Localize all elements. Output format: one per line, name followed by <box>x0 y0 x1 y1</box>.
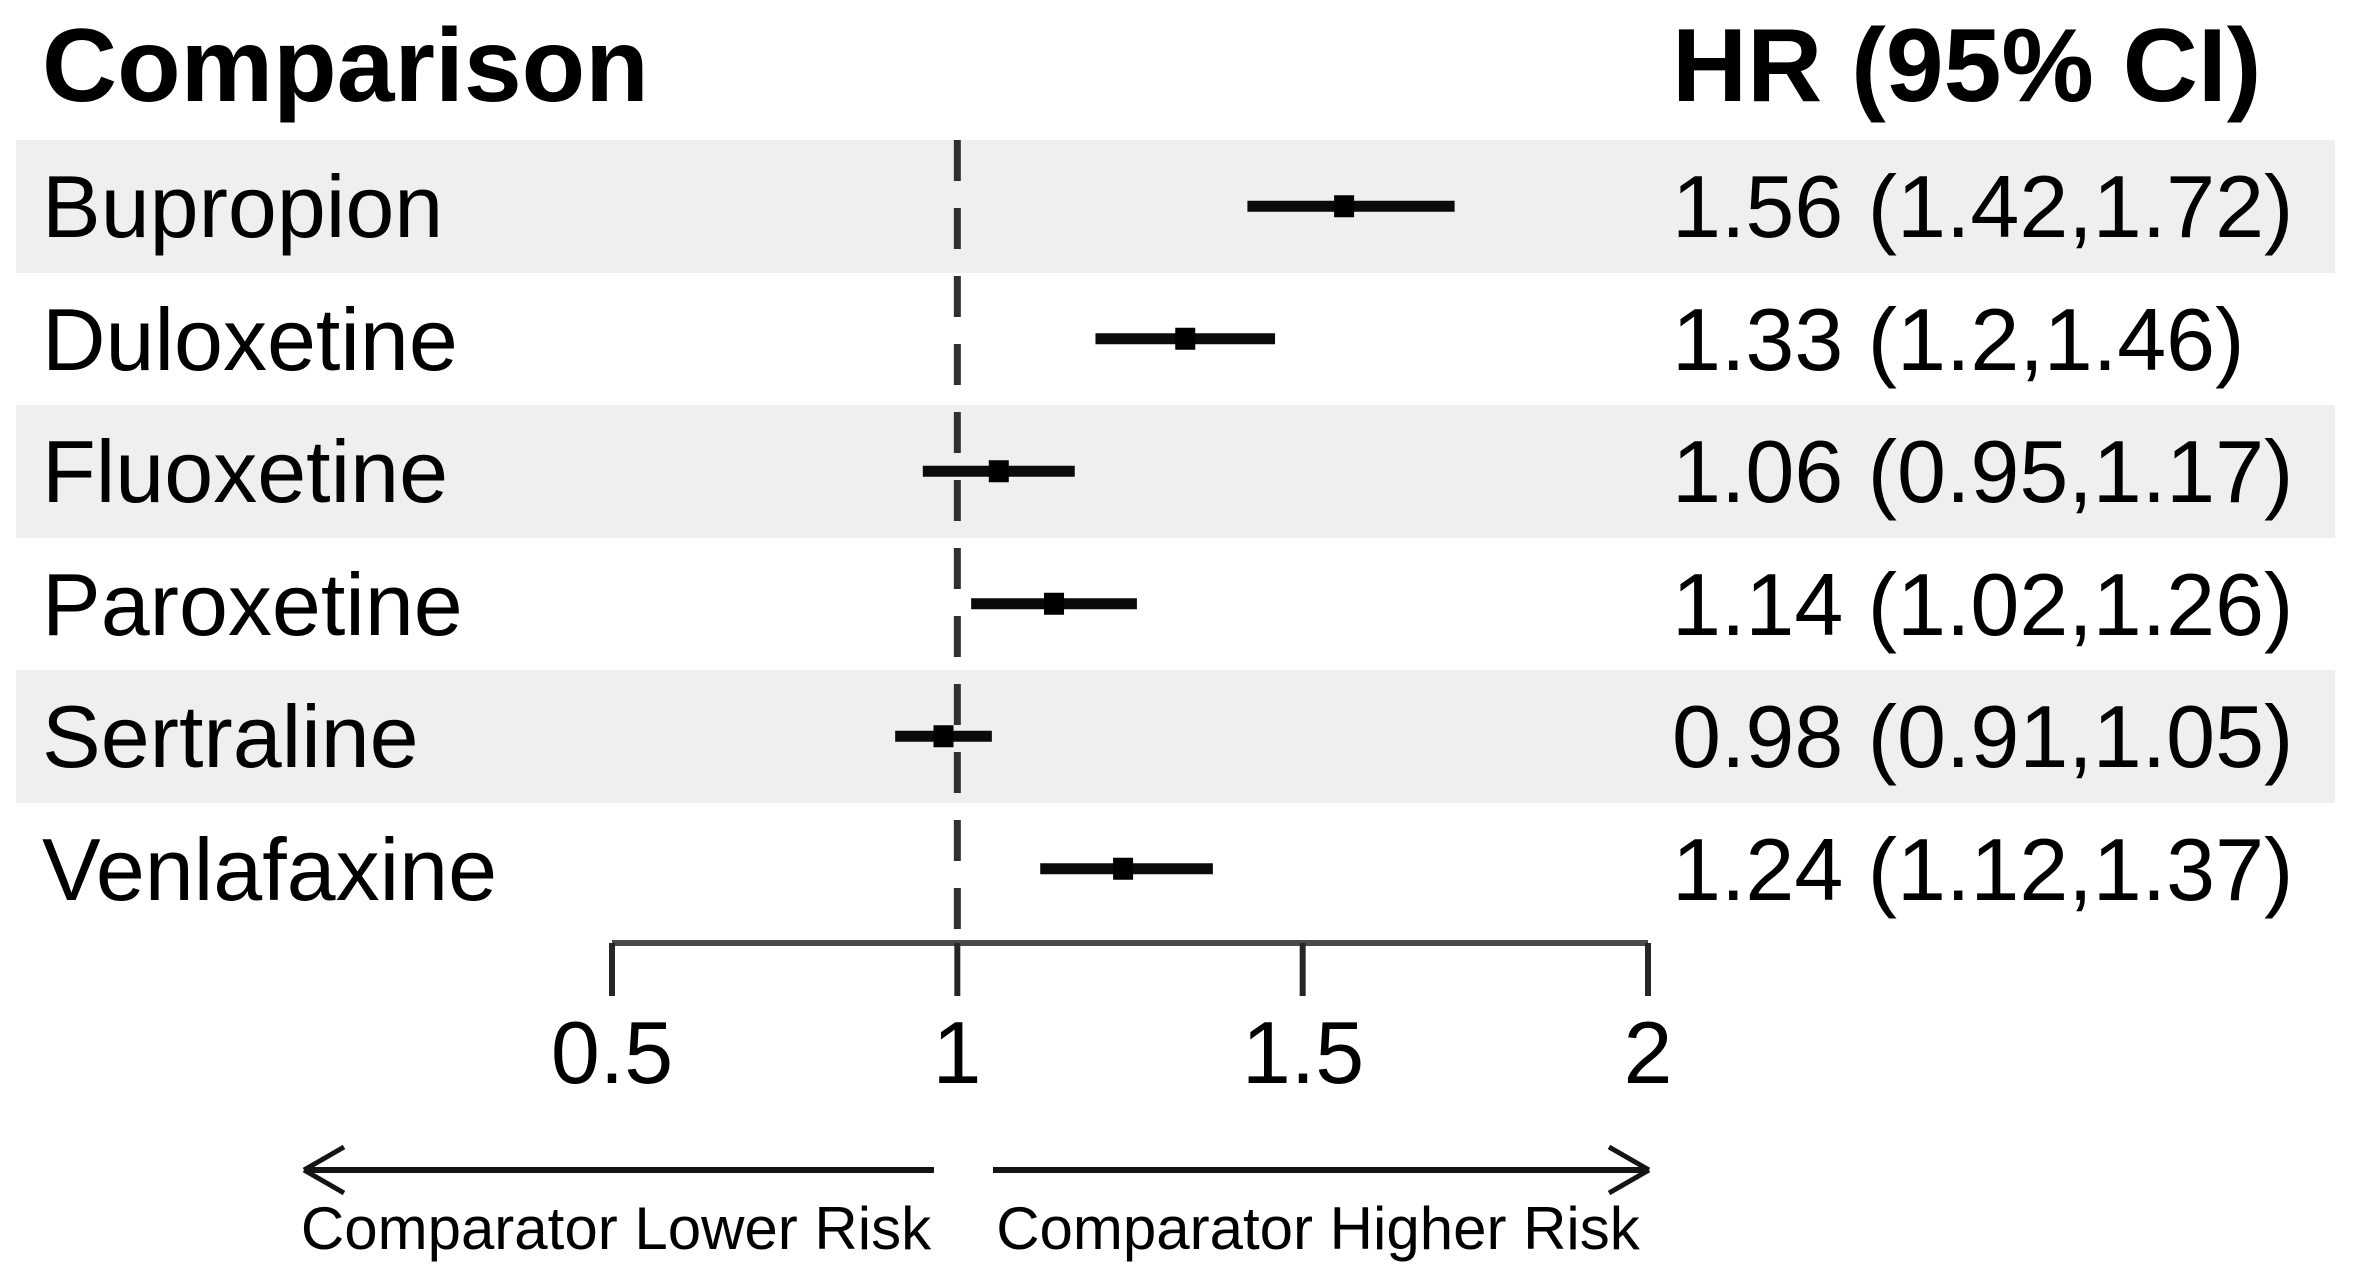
x-axis-tick-label: 1 <box>932 1003 982 1102</box>
comparison-column-header: Comparison <box>42 8 649 124</box>
right-arrowhead <box>1607 1167 1651 1196</box>
hr-ci-column-header: HR (95% CI) <box>1672 8 2262 124</box>
point-estimate-marker <box>933 725 954 748</box>
left-arrowhead <box>302 1144 346 1173</box>
point-estimate-marker <box>1044 592 1065 615</box>
comparison-row-label: Duloxetine <box>42 290 458 389</box>
x-axis-tick-label: 2 <box>1623 1003 1673 1102</box>
row-band <box>16 140 2335 273</box>
hr-ci-value: 1.33 (1.2,1.46) <box>1672 290 2245 389</box>
comparison-row-label: Sertraline <box>42 687 419 786</box>
comparison-row-label: Paroxetine <box>42 555 463 654</box>
comparison-row-label: Bupropion <box>42 157 444 256</box>
point-estimate-marker <box>1334 195 1355 218</box>
hr-ci-value: 1.14 (1.02,1.26) <box>1672 555 2294 654</box>
left-arrowhead <box>302 1167 346 1196</box>
comparison-row-label: Venlafaxine <box>42 820 498 919</box>
hr-ci-value: 1.06 (0.95,1.17) <box>1672 422 2294 521</box>
x-axis-tick-label: 0.5 <box>550 1003 674 1102</box>
hr-ci-value: 1.24 (1.12,1.37) <box>1672 820 2294 919</box>
right-arrow-label: Comparator Higher Risk <box>996 1195 1640 1262</box>
point-estimate-marker <box>988 460 1009 483</box>
point-estimate-marker <box>1175 327 1196 350</box>
hr-ci-value: 1.56 (1.42,1.72) <box>1672 157 2294 256</box>
point-estimate-marker <box>1113 857 1134 880</box>
hr-ci-value: 0.98 (0.91,1.05) <box>1672 687 2294 786</box>
row-band <box>16 405 2335 538</box>
x-axis-tick-label: 1.5 <box>1241 1003 1365 1102</box>
row-band <box>16 670 2335 803</box>
comparison-row-label: Fluoxetine <box>42 422 449 521</box>
left-arrow-label: Comparator Lower Risk <box>300 1195 932 1262</box>
right-arrowhead <box>1607 1144 1651 1173</box>
